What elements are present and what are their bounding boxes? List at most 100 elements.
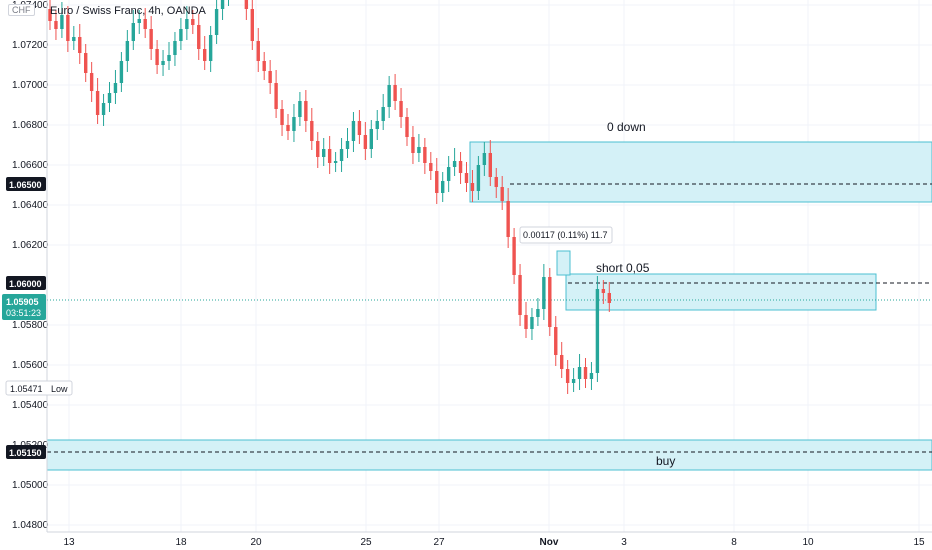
- candle-body: [441, 181, 445, 193]
- candle: [518, 264, 522, 326]
- candle: [256, 28, 260, 72]
- annotation-0-down: 0 down: [607, 120, 646, 134]
- candle-body: [476, 165, 481, 191]
- candle-body: [304, 101, 308, 121]
- candle: [369, 120, 373, 158]
- candle-body: [435, 171, 439, 193]
- candle-body: [345, 141, 350, 149]
- chart-zones: [46, 141, 932, 471]
- candle-body: [262, 61, 266, 71]
- candle-body: [488, 153, 492, 177]
- y-tick-label: 1.05600: [12, 360, 49, 371]
- candle: [66, 6, 70, 52]
- candle: [292, 104, 296, 142]
- candle-body: [60, 15, 64, 29]
- x-tick-label: 15: [913, 537, 925, 548]
- candle-body: [113, 83, 118, 93]
- candle-body: [327, 149, 332, 163]
- candle: [250, 0, 254, 50]
- candle: [536, 298, 540, 326]
- candle: [601, 280, 606, 304]
- candle: [322, 138, 326, 166]
- candle: [607, 282, 611, 312]
- candle-body: [72, 37, 76, 41]
- candle: [304, 90, 308, 132]
- candle: [48, 0, 52, 30]
- candle-body: [577, 367, 582, 379]
- candle-body: [530, 317, 534, 329]
- candle-body: [167, 55, 171, 61]
- candle: [435, 158, 439, 204]
- zone-buy: [46, 439, 932, 471]
- candle: [524, 302, 528, 338]
- candle: [113, 70, 118, 104]
- candle: [316, 132, 320, 168]
- candle-body: [494, 177, 498, 187]
- candle: [298, 92, 302, 126]
- candle: [54, 10, 58, 40]
- candle: [351, 112, 356, 152]
- candle: [482, 142, 487, 176]
- candle: [262, 52, 266, 80]
- candle-body: [333, 161, 338, 163]
- candle: [595, 276, 600, 382]
- candle-body: [369, 129, 373, 149]
- candle: [423, 138, 427, 174]
- candle: [203, 36, 207, 70]
- candle-body: [286, 125, 290, 131]
- candle-body: [149, 29, 153, 49]
- candle-body: [583, 367, 588, 379]
- candle-body: [250, 9, 254, 41]
- y-tick-label: 1.06600: [12, 160, 49, 171]
- candle: [155, 40, 159, 74]
- candle: [548, 268, 552, 336]
- badge-level-2-text: 1.06000: [9, 279, 42, 289]
- candle: [197, 14, 201, 60]
- candle-body: [185, 19, 189, 29]
- candle: [310, 108, 314, 150]
- candle: [244, 0, 249, 20]
- candle: [149, 16, 153, 60]
- candle-body: [137, 19, 141, 23]
- candles: [48, 0, 611, 394]
- candle-body: [95, 91, 100, 115]
- candle: [476, 156, 481, 200]
- candle: [387, 76, 391, 118]
- candle: [107, 82, 112, 112]
- y-tick-label: 1.05400: [12, 400, 49, 411]
- badge-low-label: Low: [51, 384, 68, 394]
- candle: [464, 162, 469, 192]
- candle: [214, 0, 219, 44]
- candle: [143, 8, 147, 38]
- candle: [506, 188, 510, 248]
- candle-body: [274, 83, 278, 109]
- candle: [458, 152, 463, 184]
- candle: [512, 228, 516, 284]
- candle-body: [512, 237, 516, 275]
- candle-body: [322, 149, 326, 157]
- candle-body: [298, 101, 302, 117]
- candle-body: [203, 49, 207, 61]
- candle: [565, 360, 570, 394]
- annotation-buy: buy: [656, 454, 675, 468]
- candle: [274, 70, 278, 118]
- candle-body: [78, 37, 82, 53]
- candle: [488, 140, 492, 186]
- y-tick-label: 1.07000: [12, 80, 49, 91]
- candle: [161, 50, 165, 76]
- candle-body: [423, 147, 427, 163]
- candle-body: [607, 293, 611, 303]
- candle-body: [560, 355, 564, 369]
- chart-title: Euro / Swiss Franc, 4h, OANDA: [50, 5, 206, 17]
- x-tick-label: 8: [731, 537, 737, 548]
- candle-body: [393, 85, 397, 101]
- candle: [72, 26, 76, 50]
- candle: [571, 368, 576, 392]
- candle-body: [339, 149, 344, 161]
- measure-box: [556, 250, 571, 276]
- candle-body: [54, 21, 58, 29]
- x-tick-label: 18: [175, 537, 187, 548]
- candle: [554, 316, 558, 366]
- x-tick-label: 3: [621, 537, 627, 548]
